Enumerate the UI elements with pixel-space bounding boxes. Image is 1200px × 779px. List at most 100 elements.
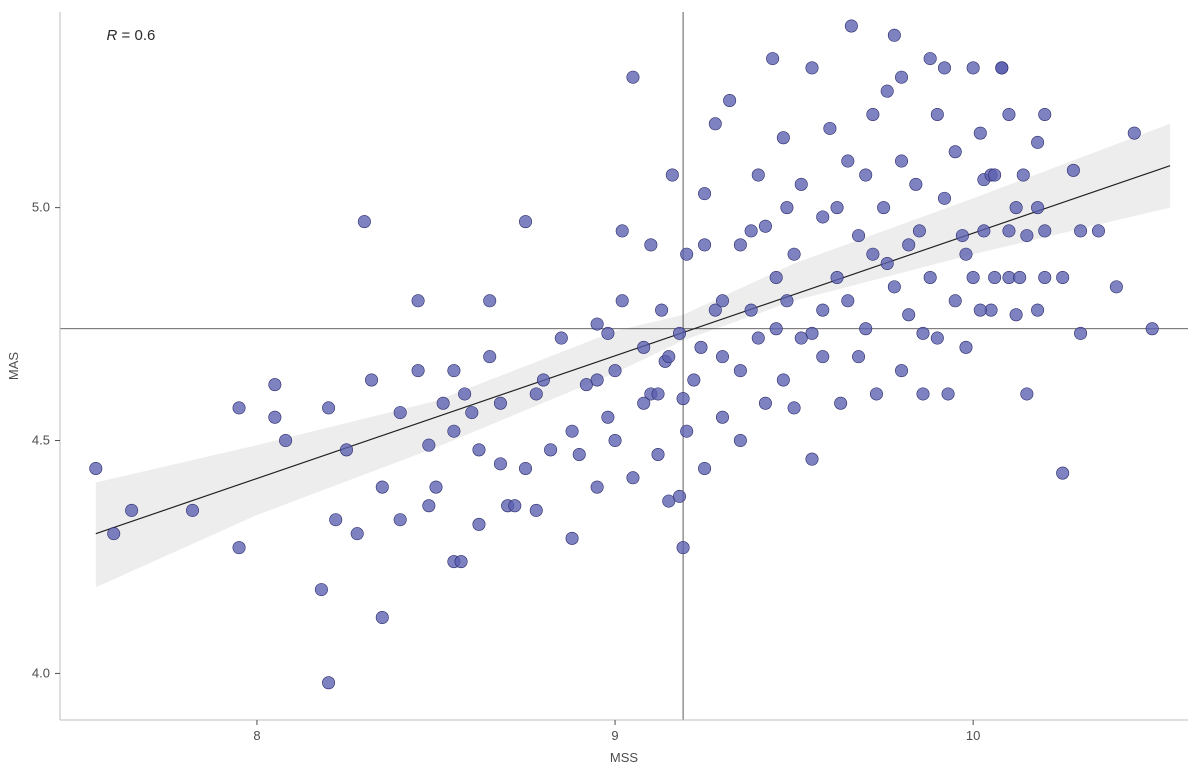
data-point	[852, 350, 864, 362]
y-tick-label: 5.0	[32, 200, 50, 215]
data-point	[759, 397, 771, 409]
data-point	[777, 132, 789, 144]
data-point	[412, 295, 424, 307]
data-point	[591, 374, 603, 386]
x-tick-label: 9	[611, 728, 618, 743]
data-point	[573, 448, 585, 460]
data-point	[484, 295, 496, 307]
data-point	[974, 304, 986, 316]
data-point	[125, 504, 137, 516]
data-point	[509, 500, 521, 512]
data-point	[627, 71, 639, 83]
data-point	[1003, 225, 1015, 237]
data-point	[269, 378, 281, 390]
data-point	[627, 472, 639, 484]
data-point	[609, 364, 621, 376]
data-point	[677, 392, 689, 404]
data-point	[924, 271, 936, 283]
data-point	[988, 169, 1000, 181]
data-point	[315, 583, 327, 595]
data-point	[867, 248, 879, 260]
data-point	[394, 514, 406, 526]
data-point	[330, 514, 342, 526]
data-point	[351, 527, 363, 539]
data-point	[566, 532, 578, 544]
data-point	[322, 677, 334, 689]
data-point	[734, 434, 746, 446]
x-tick-label: 8	[253, 728, 260, 743]
data-point	[860, 169, 872, 181]
data-point	[924, 52, 936, 64]
data-point	[680, 425, 692, 437]
data-point	[956, 229, 968, 241]
data-point	[466, 406, 478, 418]
data-point	[279, 434, 291, 446]
data-point	[781, 201, 793, 213]
data-point	[716, 350, 728, 362]
data-point	[448, 425, 460, 437]
data-point	[340, 444, 352, 456]
data-point	[365, 374, 377, 386]
data-point	[967, 271, 979, 283]
data-point	[831, 201, 843, 213]
data-point	[1092, 225, 1104, 237]
data-point	[637, 397, 649, 409]
data-point	[881, 257, 893, 269]
data-point	[322, 402, 334, 414]
data-point	[824, 122, 836, 134]
data-point	[108, 527, 120, 539]
data-point	[938, 62, 950, 74]
data-point	[1056, 467, 1068, 479]
data-point	[695, 341, 707, 353]
data-point	[652, 388, 664, 400]
data-point	[1003, 108, 1015, 120]
data-point	[666, 169, 678, 181]
data-point	[917, 388, 929, 400]
correlation-annotation: R = 0.6	[107, 27, 156, 44]
data-point	[1031, 304, 1043, 316]
data-point	[358, 215, 370, 227]
data-point	[376, 611, 388, 623]
data-point	[910, 178, 922, 190]
data-point	[537, 374, 549, 386]
data-point	[781, 295, 793, 307]
data-point	[938, 192, 950, 204]
data-point	[752, 332, 764, 344]
data-point	[1010, 309, 1022, 321]
data-point	[1039, 271, 1051, 283]
data-point	[394, 406, 406, 418]
data-point	[881, 85, 893, 97]
data-point	[698, 462, 710, 474]
data-point	[458, 388, 470, 400]
data-point	[673, 327, 685, 339]
data-point	[831, 271, 843, 283]
data-point	[1039, 108, 1051, 120]
x-tick-label: 10	[966, 728, 980, 743]
data-point	[895, 364, 907, 376]
chart-svg: 89104.04.55.0MSSMASR = 0.6	[0, 0, 1200, 779]
data-point	[795, 332, 807, 344]
data-point	[1074, 225, 1086, 237]
data-point	[484, 350, 496, 362]
data-point	[902, 239, 914, 251]
data-point	[698, 239, 710, 251]
data-point	[1056, 271, 1068, 283]
data-point	[931, 332, 943, 344]
scatter-chart: 89104.04.55.0MSSMASR = 0.6	[0, 0, 1200, 779]
data-point	[788, 248, 800, 260]
data-point	[766, 52, 778, 64]
data-point	[960, 341, 972, 353]
data-point	[842, 155, 854, 167]
data-point	[845, 20, 857, 32]
data-point	[759, 220, 771, 232]
data-point	[777, 374, 789, 386]
data-point	[530, 388, 542, 400]
data-point	[1010, 201, 1022, 213]
data-point	[616, 295, 628, 307]
data-point	[494, 458, 506, 470]
data-point	[895, 155, 907, 167]
data-point	[949, 146, 961, 158]
y-tick-label: 4.5	[32, 433, 50, 448]
data-point	[902, 309, 914, 321]
data-point	[745, 225, 757, 237]
